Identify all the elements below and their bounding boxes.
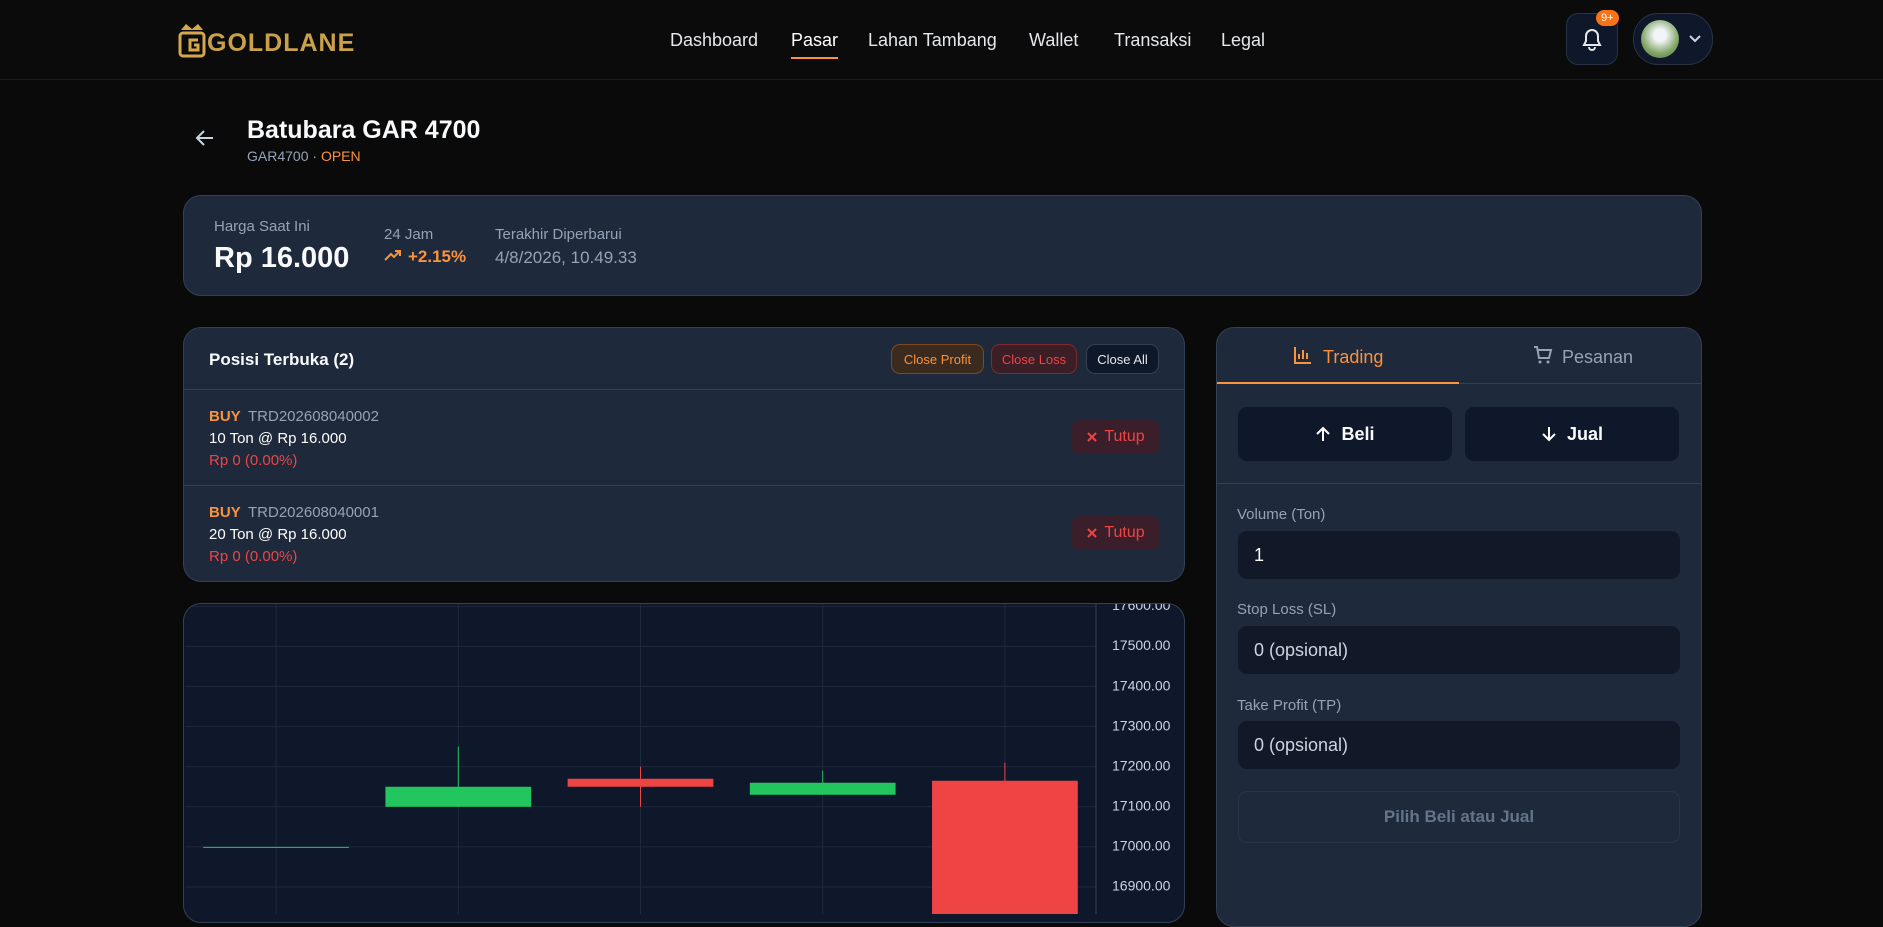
nav-link-active[interactable]: Pasar <box>791 30 839 59</box>
positions-title: Posisi Terbuka (2) <box>209 350 355 369</box>
price: Rp 16.000 <box>214 242 350 274</box>
stop-loss-input[interactable]: 0 (opsional) <box>1238 626 1680 674</box>
nav-link[interactable]: Legal <box>1221 30 1266 50</box>
y-tick-label: 17300.00 <box>1112 717 1171 733</box>
candle-body <box>749 782 896 795</box>
page-title: Batubara GAR 4700 <box>247 116 481 144</box>
close-all-button[interactable]: Close All <box>1086 344 1159 374</box>
close-position-button[interactable]: Tutup <box>1071 516 1160 550</box>
side: BUY <box>209 408 241 425</box>
volume-input[interactable]: 1 <box>1238 531 1680 579</box>
separator: · <box>312 148 318 164</box>
y-tick-label: 17600.00 <box>1112 604 1171 613</box>
field-label: Volume (Ton) <box>1237 506 1326 523</box>
buy-label: Beli <box>1341 423 1375 444</box>
candle-body <box>932 780 1078 922</box>
back-button[interactable] <box>193 126 217 150</box>
tab-border <box>1459 383 1701 384</box>
tab[interactable]: Pesanan <box>1562 347 1634 367</box>
x-icon <box>1087 432 1098 442</box>
chart-icon <box>1294 347 1311 364</box>
candle-body <box>567 778 714 787</box>
position-id: TRD202608040002 <box>248 408 379 425</box>
updated: 4/8/2026, 10.49.33 <box>495 248 637 267</box>
side: BUY <box>209 504 241 521</box>
close-label: Tutup <box>1104 524 1145 541</box>
down-icon <box>1542 427 1556 442</box>
up-icon <box>1316 426 1331 441</box>
notification-badge: 9+ <box>1596 10 1619 26</box>
nav-link[interactable]: Wallet <box>1029 30 1079 50</box>
logo-icon <box>178 24 206 58</box>
nav-link[interactable]: Transaksi <box>1114 30 1192 50</box>
nav-link[interactable]: Dashboard <box>670 30 759 50</box>
bell-icon <box>1582 29 1602 51</box>
chevron <box>1689 35 1701 43</box>
divider <box>1217 483 1701 484</box>
change-label: 24 Jam <box>384 226 434 243</box>
close-loss-button[interactable]: Close Loss <box>991 344 1077 374</box>
market-code: GAR4700 <box>247 148 309 164</box>
x-icon <box>1087 528 1098 538</box>
sell-label: Jual <box>1566 423 1604 444</box>
take-profit-input[interactable]: 0 (opsional) <box>1238 721 1680 769</box>
position-id: TRD202608040001 <box>248 504 379 521</box>
updated-label: Terakhir Diperbarui <box>495 226 622 243</box>
divider <box>184 485 1184 486</box>
profile-menu[interactable] <box>1633 13 1713 65</box>
position-detail: 10 Ton @ Rp 16.000 <box>209 430 347 447</box>
price-label: Harga Saat Ini <box>214 218 310 235</box>
buy-button[interactable]: Beli <box>1238 407 1452 461</box>
candle-body <box>203 846 349 848</box>
close-label: Tutup <box>1104 428 1145 445</box>
chart: 17600.00 17500.00 17400.00 17300.00 17200.00… <box>185 604 1171 922</box>
tab-underline <box>1217 382 1459 384</box>
tab-active[interactable]: Trading <box>1323 347 1384 367</box>
y-tick-label: 17400.00 <box>1112 677 1171 693</box>
y-tick-label: 17100.00 <box>1112 797 1171 813</box>
position-pnl: Rp 0 (0.00%) <box>209 548 298 565</box>
candle-body <box>385 786 532 807</box>
position-pnl: Rp 0 (0.00%) <box>209 452 298 469</box>
trend-icon <box>384 250 401 261</box>
divider <box>184 389 1184 390</box>
sell-button[interactable]: Jual <box>1465 407 1679 461</box>
close-position-button[interactable]: Tutup <box>1071 420 1160 454</box>
cart-icon <box>1534 346 1553 364</box>
y-tick-label: 17200.00 <box>1112 757 1171 773</box>
change: +2.15% <box>408 247 467 266</box>
field-label: Stop Loss (SL) <box>1237 601 1337 618</box>
brand: GOLDLANE <box>207 29 356 57</box>
price-card <box>183 195 1702 296</box>
field-label: Take Profit (TP) <box>1237 697 1342 714</box>
y-tick-label: 17500.00 <box>1112 637 1171 653</box>
subtitle: GAR4700 · OPEN <box>247 148 361 164</box>
chart-card: 17600.00 17500.00 17400.00 17300.00 17200.00… <box>183 603 1185 923</box>
position-detail: 20 Ton @ Rp 16.000 <box>209 526 347 543</box>
nav-link[interactable]: Lahan Tambang <box>868 30 997 50</box>
submit-button[interactable]: Pilih Beli atau Jual <box>1238 791 1680 843</box>
y-tick-label: 17000.00 <box>1112 838 1171 854</box>
close-profit-button[interactable]: Close Profit <box>891 344 984 374</box>
avatar <box>1641 20 1679 58</box>
market-status: OPEN <box>320 148 361 164</box>
y-tick-label: 16900.00 <box>1112 878 1171 894</box>
